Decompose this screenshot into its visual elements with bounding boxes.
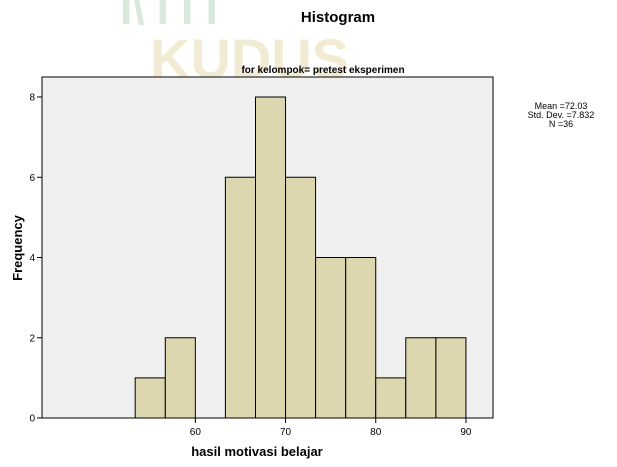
histogram-bar <box>405 337 437 419</box>
bars-group <box>134 96 467 419</box>
histogram-bar <box>224 176 257 419</box>
histogram-bar <box>164 337 196 419</box>
histogram-bar <box>255 96 287 419</box>
chart-subtitle: for kelompok= pretest eksperimen <box>241 65 404 76</box>
histogram-bar <box>285 176 317 419</box>
stats-n: N =36 <box>549 119 573 129</box>
x-tick-label: 60 <box>190 427 202 438</box>
histogram-bar <box>435 337 467 419</box>
y-axis-label: Frequency <box>10 214 25 281</box>
x-tick-label: 70 <box>280 427 292 438</box>
x-axis-label: hasil motivasi belajar <box>191 444 323 459</box>
y-tick-label: 8 <box>29 93 35 104</box>
y-axis: 0 2 4 6 8 <box>29 93 42 425</box>
x-tick-label: 80 <box>370 427 382 438</box>
x-tick-label: 90 <box>460 427 472 438</box>
histogram-bar <box>315 257 347 419</box>
stats-std-dev: Std. Dev. =7.832 <box>528 110 595 120</box>
y-tick-label: 6 <box>29 173 35 184</box>
chart-title: Histogram <box>301 9 375 26</box>
histogram-bar <box>375 377 407 419</box>
watermark-top-text: I\ I I I <box>120 0 218 34</box>
y-tick-label: 2 <box>29 333 35 344</box>
stats-mean: Mean =72.03 <box>535 101 588 111</box>
x-axis: 60 70 80 90 <box>190 418 472 438</box>
stats-box: Mean =72.03 Std. Dev. =7.832 N =36 <box>528 101 595 129</box>
histogram-bar <box>134 377 166 419</box>
y-tick-label: 4 <box>29 253 35 264</box>
y-tick-label: 0 <box>29 414 35 425</box>
histogram-bar <box>345 257 377 419</box>
